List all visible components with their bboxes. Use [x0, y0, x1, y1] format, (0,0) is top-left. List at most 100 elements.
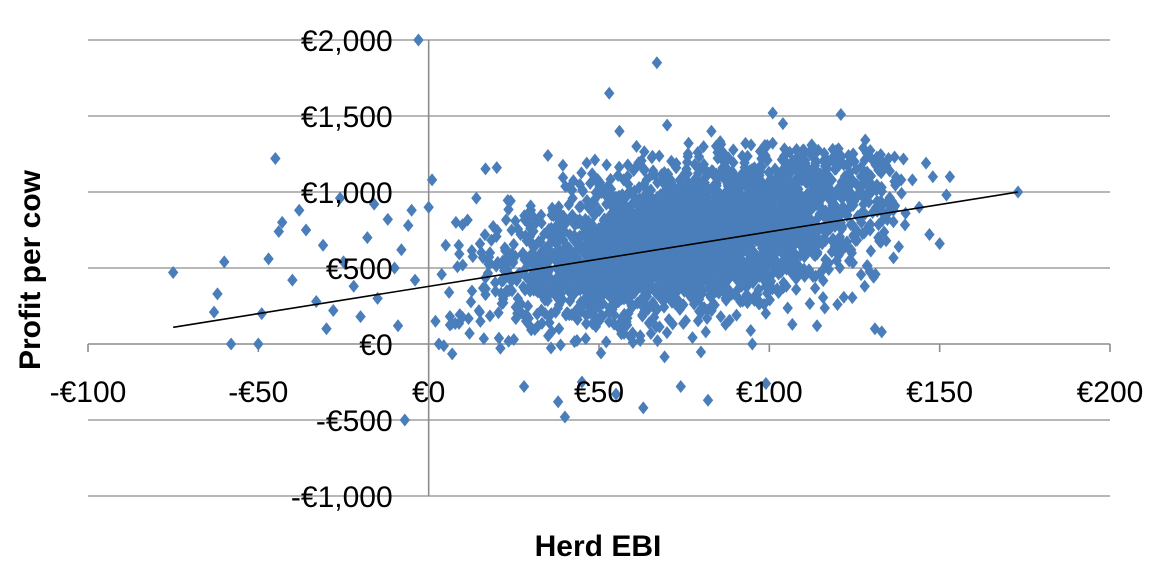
data-point [615, 219, 627, 233]
data-point [706, 124, 717, 138]
data-point [581, 236, 593, 250]
data-point [544, 282, 555, 296]
data-point [552, 218, 563, 232]
data-point [882, 213, 893, 227]
data-point [729, 210, 740, 224]
data-point [355, 310, 366, 324]
data-point [797, 143, 809, 157]
data-point [601, 335, 612, 349]
data-point [627, 336, 639, 350]
data-point [798, 262, 810, 276]
data-point [543, 228, 555, 242]
data-point [701, 311, 713, 325]
data-point [767, 106, 778, 120]
data-point [589, 153, 601, 167]
data-point [712, 146, 723, 160]
data-point [845, 243, 857, 257]
data-point [392, 319, 404, 333]
data-point [511, 274, 523, 288]
data-point [607, 190, 618, 204]
data-point [792, 164, 803, 178]
data-point [679, 278, 690, 292]
data-point [797, 231, 809, 245]
data-point [729, 240, 741, 254]
data-point [704, 206, 715, 220]
data-point [433, 337, 445, 351]
data-point [594, 180, 605, 194]
data-point [764, 248, 775, 262]
data-point [841, 208, 853, 222]
data-point [611, 254, 623, 268]
y-tick-label: €1,500 [301, 101, 393, 134]
data-point [678, 262, 690, 276]
data-point [546, 307, 557, 321]
data-point [512, 222, 524, 236]
data-point [566, 183, 577, 197]
data-point [605, 172, 616, 186]
data-point [546, 208, 557, 222]
data-point [685, 253, 696, 267]
data-point [466, 284, 478, 298]
data-point [716, 193, 727, 207]
data-point [497, 254, 509, 268]
data-point [531, 268, 542, 282]
data-point [616, 327, 627, 341]
data-point [805, 188, 816, 202]
data-point [605, 207, 616, 221]
data-point [440, 238, 451, 252]
data-point [577, 184, 589, 198]
tick-labels: -€1,000 -€500 €0 €500 €1,000 €1,500 €2,000 -€10… [50, 25, 1144, 514]
data-point [805, 164, 817, 178]
data-point [778, 149, 790, 163]
data-point [661, 269, 672, 283]
data-point [586, 167, 598, 181]
data-point [552, 395, 564, 409]
data-point [502, 256, 513, 270]
data-point [753, 297, 764, 311]
data-point [873, 231, 884, 245]
data-point [754, 144, 766, 158]
data-point [488, 220, 499, 234]
data-point [497, 292, 509, 306]
data-point [311, 294, 322, 308]
data-point [873, 218, 884, 232]
data-point [849, 155, 860, 169]
data-point [660, 283, 672, 297]
data-point [633, 156, 645, 170]
data-point [669, 296, 681, 310]
data-point [580, 274, 592, 288]
data-point [559, 410, 571, 424]
data-point [605, 214, 616, 228]
data-point [479, 228, 491, 242]
x-tick-label: €200 [1077, 376, 1144, 409]
data-point [821, 257, 832, 271]
y-tick-label: €2,000 [301, 25, 393, 58]
data-point [843, 254, 855, 268]
data-point [382, 212, 393, 226]
data-point [878, 225, 890, 239]
data-point [613, 317, 625, 331]
data-point [784, 197, 795, 211]
data-point [736, 191, 748, 205]
data-point [611, 226, 623, 240]
data-point [845, 152, 857, 166]
data-point [832, 297, 843, 311]
data-point [743, 175, 754, 189]
data-point [710, 139, 722, 153]
data-point [792, 257, 803, 271]
data-point [682, 150, 693, 164]
data-point [863, 195, 874, 209]
data-point [804, 297, 816, 311]
data-point [581, 156, 592, 170]
data-point [822, 225, 833, 239]
data-point [868, 270, 879, 284]
data-point [684, 180, 695, 194]
data-point [831, 254, 842, 268]
data-point [613, 239, 624, 253]
data-point [601, 158, 612, 172]
data-point [715, 310, 726, 324]
data-point [683, 136, 694, 150]
data-point [698, 140, 709, 154]
data-point [661, 326, 673, 340]
